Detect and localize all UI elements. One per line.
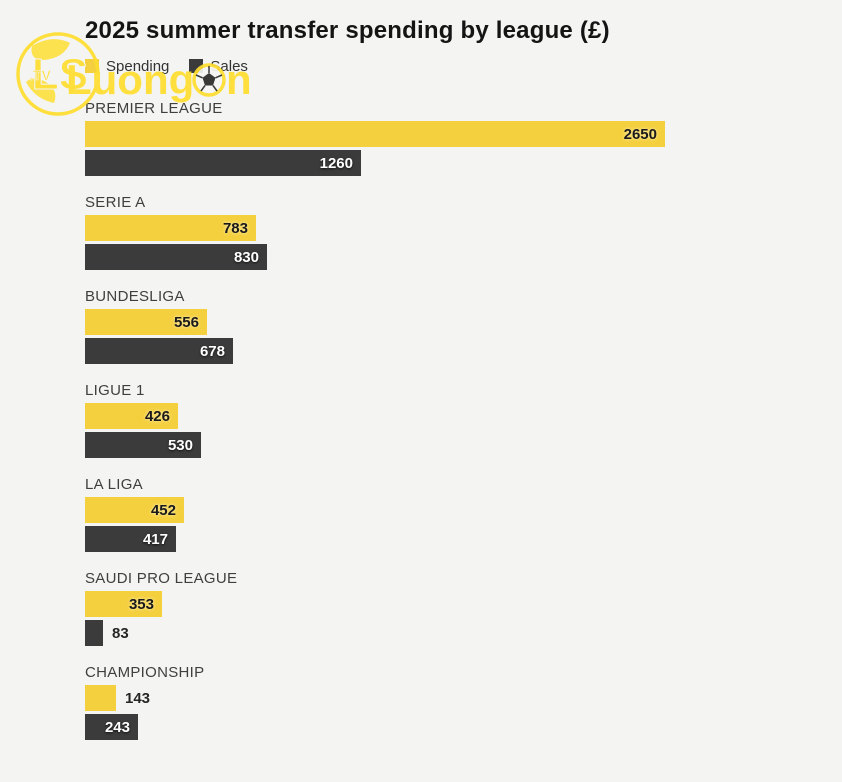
globe-continent-bottom [26,78,56,103]
bar-row: 1260 [85,150,842,176]
bar-row: 83 [85,620,842,646]
sales-bar: 678 [85,338,233,364]
value-label: 530 [167,436,193,454]
chart-page: 2025 summer transfer spending by league … [0,16,842,782]
category-label: CHAMPIONSHIP [85,664,205,681]
league-group: BUNDESLIGA 556 678 [85,288,842,364]
legend-swatch-sales [189,59,204,73]
sales-bar: 1260 [85,150,361,176]
spending-bar: 353 [85,591,162,617]
value-label: 1260 [319,154,353,172]
value-label: 556 [173,313,199,331]
value-label: 83 [112,624,129,642]
bar-row: 417 [85,526,842,552]
value-label: 353 [128,595,154,613]
spending-bar: 426 [85,403,178,429]
league-group: CHAMPIONSHIP 143 243 [85,664,842,740]
league-group: SAUDI PRO LEAGUE 353 83 [85,570,842,646]
legend-label-sales: Sales [210,57,248,75]
bar-row: 426 [85,403,842,429]
category-label: LA LIGA [85,476,143,493]
value-label: 830 [233,248,259,266]
bar-chart: PREMIER LEAGUE 2650 1260 SERIE A 783 830 BUNDE… [85,100,842,740]
value-label: 243 [104,718,130,736]
bar-row: 556 [85,309,842,335]
spending-bar: 783 [85,215,256,241]
watermark-tld: .TV [29,67,51,83]
value-label: 452 [150,501,176,519]
league-group: LIGUE 1 426 530 [85,382,842,458]
category-label: LIGUE 1 [85,382,145,399]
bar-row: 530 [85,432,842,458]
bar-row: 243 [85,714,842,740]
chart-title: 2025 summer transfer spending by league … [85,17,610,44]
value-label: 2650 [623,125,657,143]
spending-bar [85,685,116,711]
bar-row: 678 [85,338,842,364]
value-label: 143 [125,689,151,707]
value-label: 426 [144,407,170,425]
globe-continent-top [31,39,70,60]
sales-bar: 243 [85,714,138,740]
legend: Spending Sales [85,57,842,75]
league-group: PREMIER LEAGUE 2650 1260 [85,100,842,176]
sales-bar: 417 [85,526,176,552]
spending-bar: 2650 [85,121,665,147]
sales-bar [85,620,103,646]
legend-swatch-spending [85,59,99,73]
category-label: BUNDESLIGA [85,288,185,305]
spending-bar: 452 [85,497,184,523]
legend-label-spending: Spending [106,57,170,75]
value-label: 678 [199,342,225,360]
category-label: SERIE A [85,194,146,211]
watermark-monogram: LS [32,50,88,99]
spending-bar: 556 [85,309,207,335]
sales-bar: 530 [85,432,201,458]
value-label: 417 [142,530,168,548]
bar-row: 2650 [85,121,842,147]
bar-row: 783 [85,215,842,241]
league-group: LA LIGA 452 417 [85,476,842,552]
sales-bar: 830 [85,244,267,270]
value-label: 783 [222,219,248,237]
category-label: PREMIER LEAGUE [85,100,223,117]
bar-row: 452 [85,497,842,523]
category-label: SAUDI PRO LEAGUE [85,570,238,587]
bar-row: 353 [85,591,842,617]
bar-row: 830 [85,244,842,270]
bar-row: 143 [85,685,842,711]
league-group: SERIE A 783 830 [85,194,842,270]
